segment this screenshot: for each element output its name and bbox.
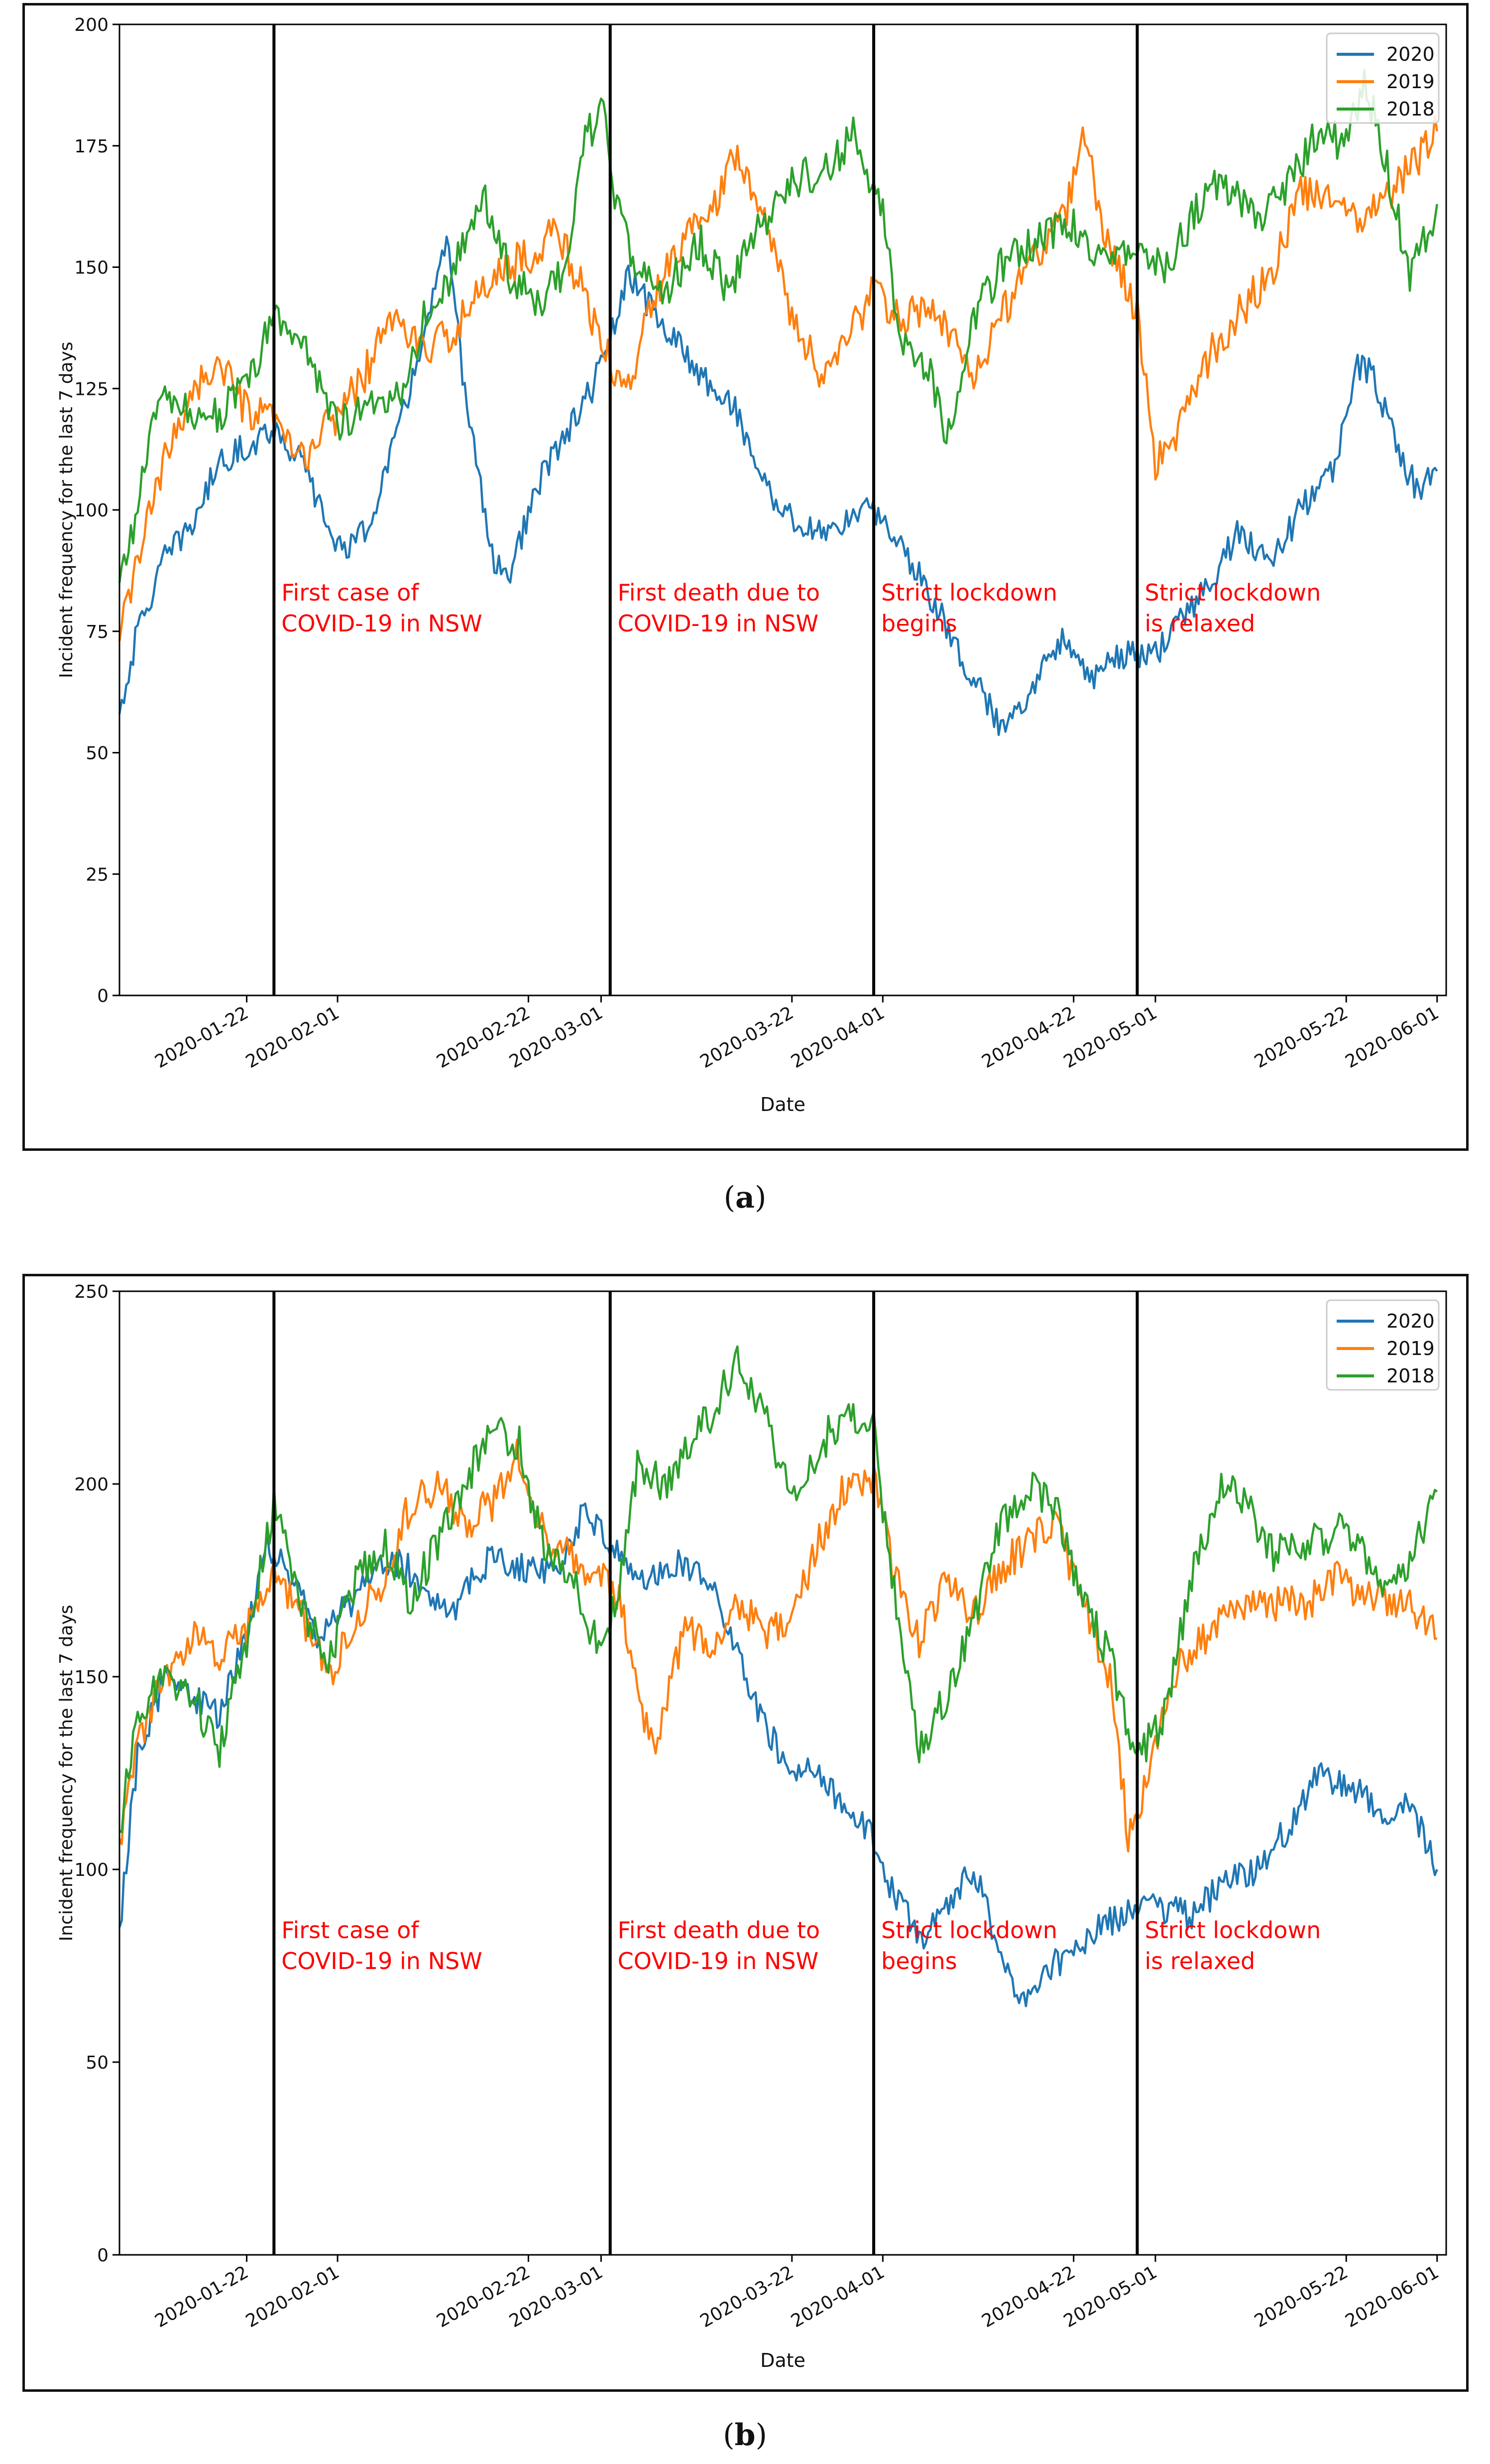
x-tick-label: 2020-05-01 [1060, 1002, 1161, 1072]
x-tick-label: 2020-05-22 [1251, 2262, 1352, 2332]
x-tick-label: 2020-05-22 [1251, 1002, 1352, 1072]
chart-b-svg: First case of COVID-19 in NSW First death … [56, 1282, 1447, 2371]
series-line-2019 [118, 115, 1438, 641]
chart-panel-a: First case of COVID-19 in NSW First death … [22, 3, 1469, 1151]
legend-label-2019: 2019 [1386, 71, 1435, 93]
event-label-3-line1: Strict lockdown [881, 579, 1057, 606]
event-label-1-line1: First case of [281, 1917, 420, 1944]
x-axis-label: Date [760, 1094, 805, 1115]
x-axis-label: Date [760, 2349, 805, 2371]
x-tick-label: 2020-03-22 [697, 2262, 798, 2332]
event-label-2-line2: COVID-19 in NSW [618, 1948, 818, 1974]
event-label-2-line1: First death due to [618, 1917, 820, 1944]
legend-label-2020: 2020 [1386, 1310, 1435, 1332]
event-label-4-line2: is relaxed [1145, 610, 1255, 637]
y-tick-label: 150 [74, 1667, 109, 1688]
event-label-4-line1: Strict lockdown [1145, 579, 1321, 606]
x-tick-label: 2020-04-22 [978, 1002, 1079, 1072]
chart-a-svg: First case of COVID-19 in NSW First death … [56, 15, 1447, 1115]
y-tick-label: 100 [74, 500, 109, 521]
legend: 2020 2019 2018 [1326, 32, 1440, 124]
plot-frame [118, 23, 1447, 996]
y-tick-label: 25 [86, 864, 109, 885]
event-label-2-line1: First death due to [618, 579, 820, 606]
y-tick-label: 75 [86, 622, 109, 642]
event-label-1-line2: COVID-19 in NSW [281, 610, 482, 637]
event-label-1-line1: First case of [281, 579, 420, 606]
event-label-3-line2: begins [881, 610, 957, 637]
legend-label-2018: 2018 [1386, 98, 1435, 120]
x-tick-label: 2020-05-01 [1060, 2262, 1161, 2332]
event-label-1-line2: COVID-19 in NSW [281, 1948, 482, 1974]
x-tick-label: 2020-06-01 [1342, 1002, 1443, 1072]
x-tick-label: 2020-04-01 [788, 2262, 888, 2332]
event-label-4-line2: is relaxed [1145, 1948, 1255, 1974]
chart-panel-b: First case of COVID-19 in NSW First death … [22, 1274, 1469, 2392]
legend-label-2019: 2019 [1386, 1338, 1435, 1359]
x-tick-label: 2020-04-01 [788, 1002, 888, 1072]
y-tick-label: 200 [74, 15, 109, 35]
y-axis-label: Incident frequency for the last 7 days [56, 1605, 77, 1942]
x-tick-label: 2020-06-01 [1342, 2262, 1443, 2332]
caption-b: (b) [723, 2418, 767, 2453]
y-tick-label: 50 [86, 2053, 109, 2073]
x-tick-label: 2020-02-01 [242, 2262, 343, 2332]
x-tick-label: 2020-01-22 [151, 2262, 252, 2332]
caption-a-letter: a [735, 1180, 755, 1215]
y-tick-label: 175 [74, 136, 109, 157]
caption-b-letter: b [734, 2418, 756, 2453]
y-tick-label: 0 [97, 2245, 109, 2266]
y-axis-label: Incident frequency for the last 7 days [56, 342, 77, 678]
y-tick-label: 0 [97, 986, 109, 1006]
x-tick-label: 2020-01-22 [151, 1002, 252, 1072]
series-line-2018 [118, 1345, 1438, 1834]
legend-label-2018: 2018 [1386, 1365, 1435, 1387]
y-tick-label: 150 [74, 258, 109, 278]
series-line-2019 [118, 1438, 1438, 1852]
legend: 2020 2019 2018 [1326, 1299, 1440, 1391]
caption-a: (a) [723, 1180, 767, 1215]
event-label-3-line1: Strict lockdown [881, 1917, 1057, 1944]
series-line-2020 [118, 236, 1438, 737]
x-tick-label: 2020-02-01 [242, 1002, 343, 1072]
y-tick-label: 100 [74, 1860, 109, 1880]
plot-frame [118, 1290, 1447, 2256]
y-tick-label: 250 [74, 1282, 109, 1302]
legend-label-2020: 2020 [1386, 43, 1435, 65]
x-tick-label: 2020-03-22 [697, 1002, 798, 1072]
event-label-2-line2: COVID-19 in NSW [618, 610, 818, 637]
x-tick-label: 2020-04-22 [978, 2262, 1079, 2332]
event-label-3-line2: begins [881, 1948, 957, 1974]
event-label-4-line1: Strict lockdown [1145, 1917, 1321, 1944]
y-tick-label: 125 [74, 379, 109, 399]
y-tick-label: 50 [86, 743, 109, 764]
y-tick-label: 200 [74, 1475, 109, 1495]
series-line-2018 [118, 69, 1438, 583]
